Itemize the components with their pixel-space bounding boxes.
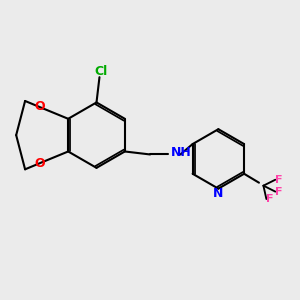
Text: Cl: Cl	[94, 65, 108, 78]
Text: O: O	[34, 157, 45, 170]
Text: F: F	[266, 194, 273, 204]
Text: O: O	[34, 100, 45, 113]
Text: F: F	[274, 187, 282, 196]
Text: N: N	[213, 187, 224, 200]
Text: NH: NH	[171, 146, 192, 159]
Text: F: F	[274, 175, 282, 185]
